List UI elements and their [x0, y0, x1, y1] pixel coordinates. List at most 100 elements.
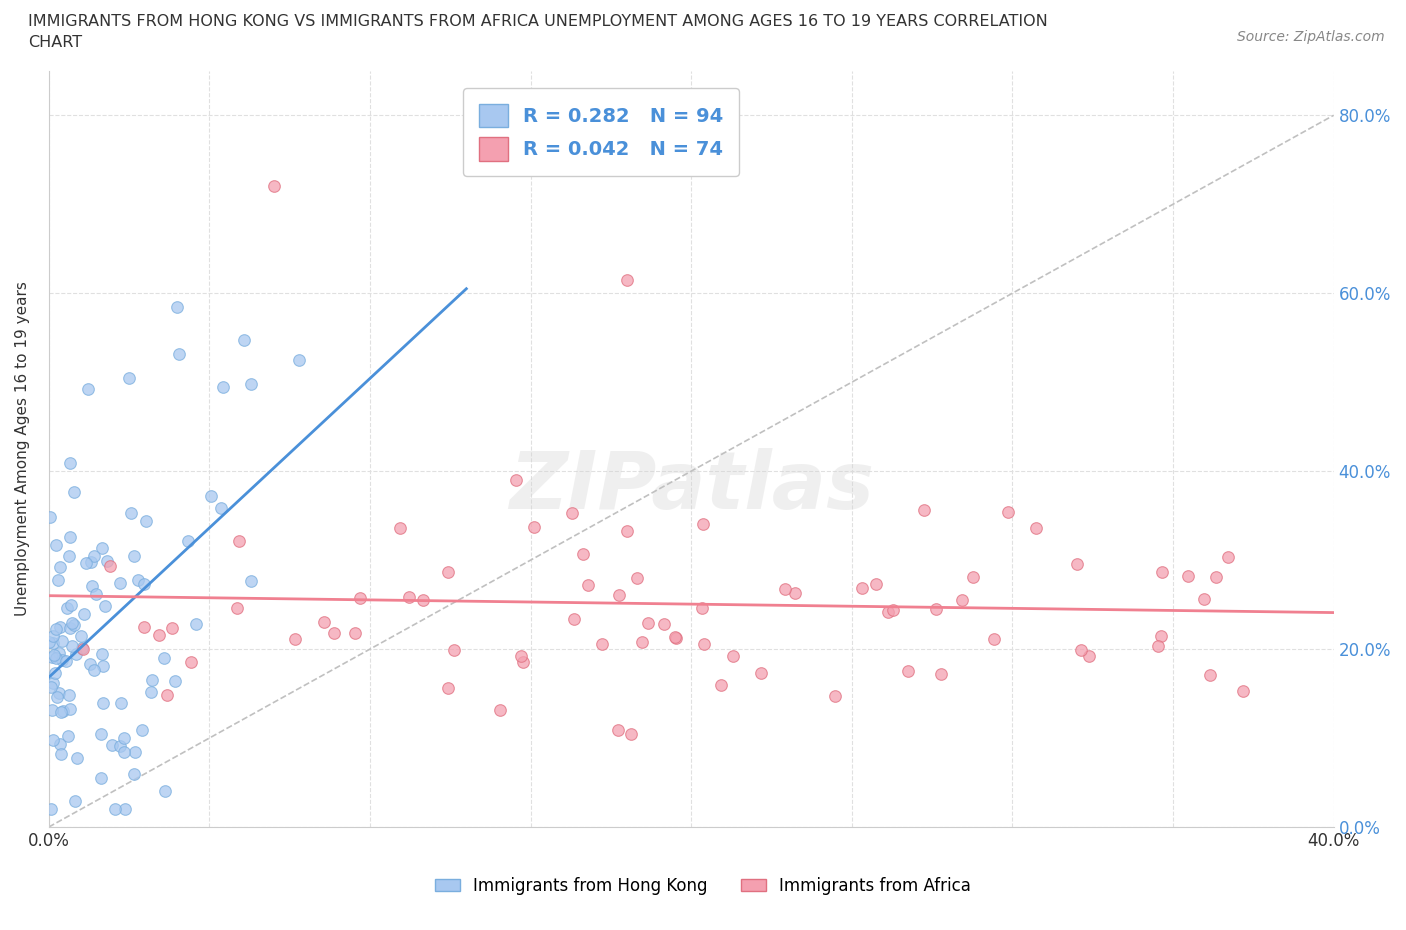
Point — [652, 617, 675, 631]
Point — [49, 747, 72, 762]
Point — [314, 615, 336, 630]
Point — [59, 529, 82, 544]
Point — [49, 560, 72, 575]
Point — [118, 370, 141, 385]
Point — [412, 592, 434, 607]
Point — [44, 665, 66, 680]
Point — [45, 538, 67, 552]
Point — [180, 655, 202, 670]
Point — [83, 549, 105, 564]
Point — [1150, 565, 1173, 579]
Point — [55, 653, 77, 668]
Point — [710, 677, 733, 692]
Point — [349, 591, 371, 605]
Point — [70, 629, 93, 644]
Point — [186, 617, 208, 631]
Y-axis label: Unemployment Among Ages 16 to 19 years: Unemployment Among Ages 16 to 19 years — [15, 282, 30, 617]
Point — [692, 601, 714, 616]
Point — [512, 655, 534, 670]
Point — [77, 381, 100, 396]
Point — [912, 502, 935, 517]
Point — [962, 569, 984, 584]
Point — [1025, 521, 1047, 536]
Point — [631, 635, 654, 650]
Point — [96, 553, 118, 568]
Point — [155, 688, 177, 703]
Point — [91, 659, 114, 674]
Point — [108, 738, 131, 753]
Point — [124, 766, 146, 781]
Point — [1066, 556, 1088, 571]
Point — [562, 611, 585, 626]
Point — [436, 680, 458, 695]
Point — [1078, 648, 1101, 663]
Point — [692, 517, 714, 532]
Point — [51, 703, 73, 718]
Text: Source: ZipAtlas.com: Source: ZipAtlas.com — [1237, 30, 1385, 44]
Point — [90, 647, 112, 662]
Point — [576, 578, 599, 592]
Point — [865, 577, 887, 591]
Point — [489, 703, 512, 718]
Point — [42, 635, 65, 650]
Point — [437, 565, 460, 579]
Point — [1199, 667, 1222, 682]
Point — [60, 639, 83, 654]
Point — [388, 520, 411, 535]
Point — [591, 636, 613, 651]
Point — [104, 802, 127, 817]
Point — [148, 628, 170, 643]
Point — [79, 657, 101, 671]
Point — [637, 616, 659, 631]
Point — [239, 377, 262, 392]
Point — [176, 534, 198, 549]
Point — [323, 626, 346, 641]
Point — [80, 555, 103, 570]
Point — [56, 600, 79, 615]
Point — [343, 626, 366, 641]
Point — [122, 549, 145, 564]
Point — [135, 513, 157, 528]
Point — [1205, 570, 1227, 585]
Point — [152, 651, 174, 666]
Point — [263, 179, 285, 193]
Point — [929, 666, 952, 681]
Point — [127, 573, 149, 588]
Point — [616, 272, 638, 287]
Point — [783, 586, 806, 601]
Point — [51, 704, 73, 719]
Point — [63, 793, 86, 808]
Point — [112, 731, 135, 746]
Point — [561, 506, 583, 521]
Point — [83, 663, 105, 678]
Point — [58, 688, 80, 703]
Point — [73, 606, 96, 621]
Point — [225, 601, 247, 616]
Point — [41, 732, 63, 747]
Point — [66, 751, 89, 765]
Point — [112, 744, 135, 759]
Point — [110, 696, 132, 711]
Point — [120, 505, 142, 520]
Point — [80, 579, 103, 594]
Point — [721, 648, 744, 663]
Point — [63, 618, 86, 633]
Point — [851, 581, 873, 596]
Point — [510, 648, 533, 663]
Point — [45, 650, 67, 665]
Point — [134, 577, 156, 591]
Point — [693, 636, 716, 651]
Point — [60, 616, 83, 631]
Point — [41, 675, 63, 690]
Text: ZIPatlas: ZIPatlas — [509, 447, 873, 525]
Point — [141, 672, 163, 687]
Point — [100, 737, 122, 752]
Point — [46, 572, 69, 587]
Point — [160, 620, 183, 635]
Point — [59, 456, 82, 471]
Point — [1150, 629, 1173, 644]
Point — [997, 505, 1019, 520]
Point — [228, 534, 250, 549]
Point — [114, 802, 136, 817]
Point — [443, 643, 465, 658]
